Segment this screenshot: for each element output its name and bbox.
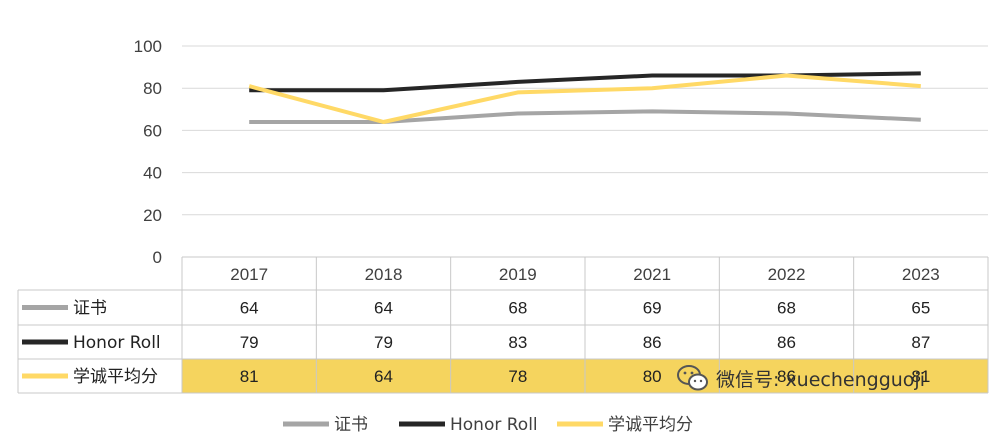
- y-tick-label: 100: [134, 37, 162, 56]
- y-tick-label: 60: [143, 121, 162, 140]
- x-category-label: 2021: [633, 265, 671, 284]
- table-cell-value: 65: [911, 299, 930, 318]
- table-row-label: 学诚平均分: [73, 367, 158, 387]
- wechat-icon: [677, 365, 708, 391]
- series-line: [249, 109, 921, 124]
- x-category-label: 2019: [499, 265, 537, 284]
- table-cell-value: 64: [374, 367, 393, 386]
- table-cell-value: 86: [777, 333, 796, 352]
- legend-label: Honor Roll: [450, 415, 538, 435]
- table-cell-value: 78: [508, 367, 527, 386]
- table-cell-value: 87: [911, 333, 930, 352]
- series-line: [248, 73, 921, 124]
- table-cell-value: 64: [240, 299, 259, 318]
- table-cell-value: 69: [643, 299, 662, 318]
- table-cell-value: 83: [508, 333, 527, 352]
- table-cell-value: 68: [777, 299, 796, 318]
- table-cell-value: 64: [374, 299, 393, 318]
- table-cell-value: 79: [240, 333, 259, 352]
- x-category-label: 2023: [902, 265, 940, 284]
- legend-label: 学诚平均分: [608, 415, 693, 435]
- table-cell-value: 79: [374, 333, 393, 352]
- table-cell-value: 68: [508, 299, 527, 318]
- y-tick-label: 20: [143, 206, 162, 225]
- watermark-text: 微信号: xuechengguoji: [716, 368, 925, 391]
- x-category-label: 2017: [230, 265, 268, 284]
- table-cell-value: 80: [643, 367, 662, 386]
- table-row-label: Honor Roll: [73, 333, 161, 353]
- table-cell-value: 81: [240, 367, 259, 386]
- y-tick-label: 80: [143, 79, 162, 98]
- x-category-label: 2018: [365, 265, 403, 284]
- table-cell-value: 86: [777, 367, 796, 386]
- watermark: 微信号: xuechengguoji: [676, 360, 998, 396]
- table-cell-value: 81: [911, 367, 930, 386]
- table-cell-value: 86: [643, 333, 662, 352]
- legend-label: 证书: [334, 415, 368, 435]
- series-line: [249, 71, 921, 93]
- x-category-label: 2022: [768, 265, 806, 284]
- y-tick-label: 40: [143, 164, 162, 183]
- y-tick-label: 0: [153, 248, 162, 267]
- table-row-label: 证书: [73, 299, 107, 319]
